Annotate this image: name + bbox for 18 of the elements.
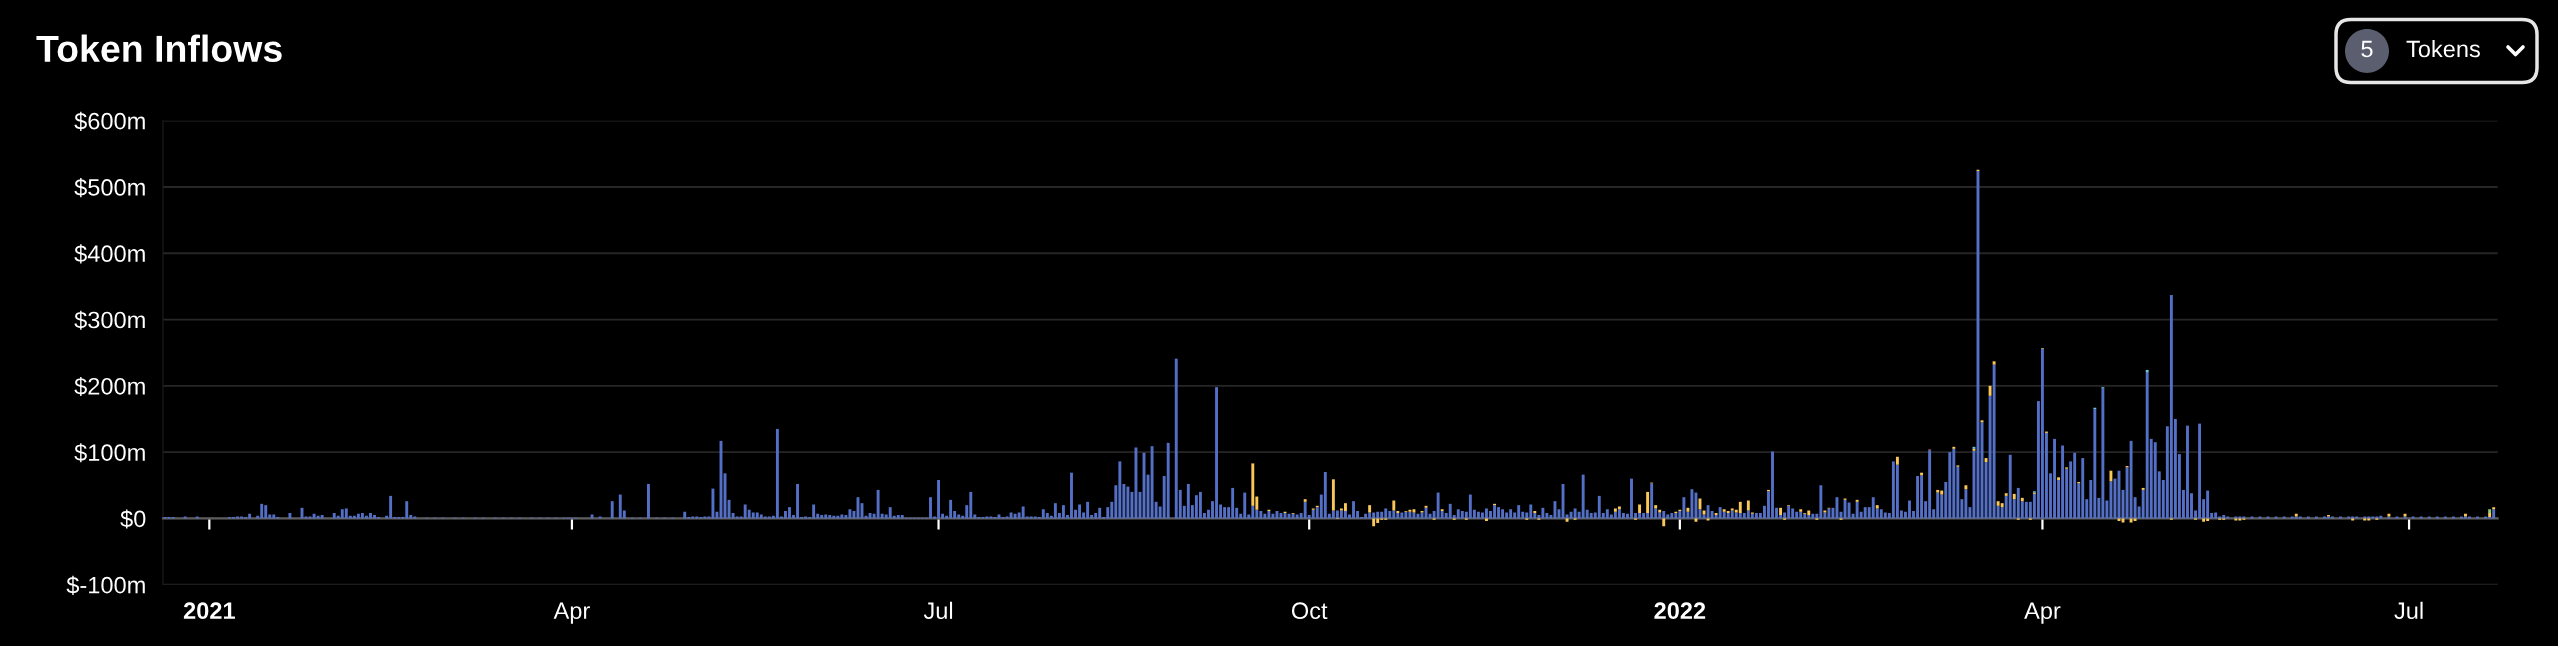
- x-tick-label: Jul: [2394, 601, 2423, 620]
- y-tick-label: $100m: [74, 443, 145, 463]
- x-tick-label: 2021: [183, 602, 235, 620]
- y-tick-label: $400m: [74, 244, 145, 264]
- x-tick-label: Apr: [553, 602, 590, 624]
- y-tick-label: $200m: [74, 376, 145, 397]
- x-tick-label: Oct: [1291, 602, 1328, 620]
- y-tick-label: $300m: [74, 310, 145, 330]
- x-tick-label: Apr: [2024, 602, 2061, 624]
- y-tick-label: $-100m: [66, 575, 145, 595]
- y-tick-label: $500m: [74, 178, 145, 198]
- x-tick-label: Jul: [923, 601, 953, 620]
- text: 5: [2361, 40, 2373, 58]
- text: Tokens: [2406, 40, 2480, 58]
- y-tick-label: $0: [120, 509, 146, 529]
- y-tick-label: $600m: [74, 111, 145, 131]
- x-tick-label: 2022: [1654, 602, 1706, 620]
- chart-title: Token Inflows: [36, 34, 282, 63]
